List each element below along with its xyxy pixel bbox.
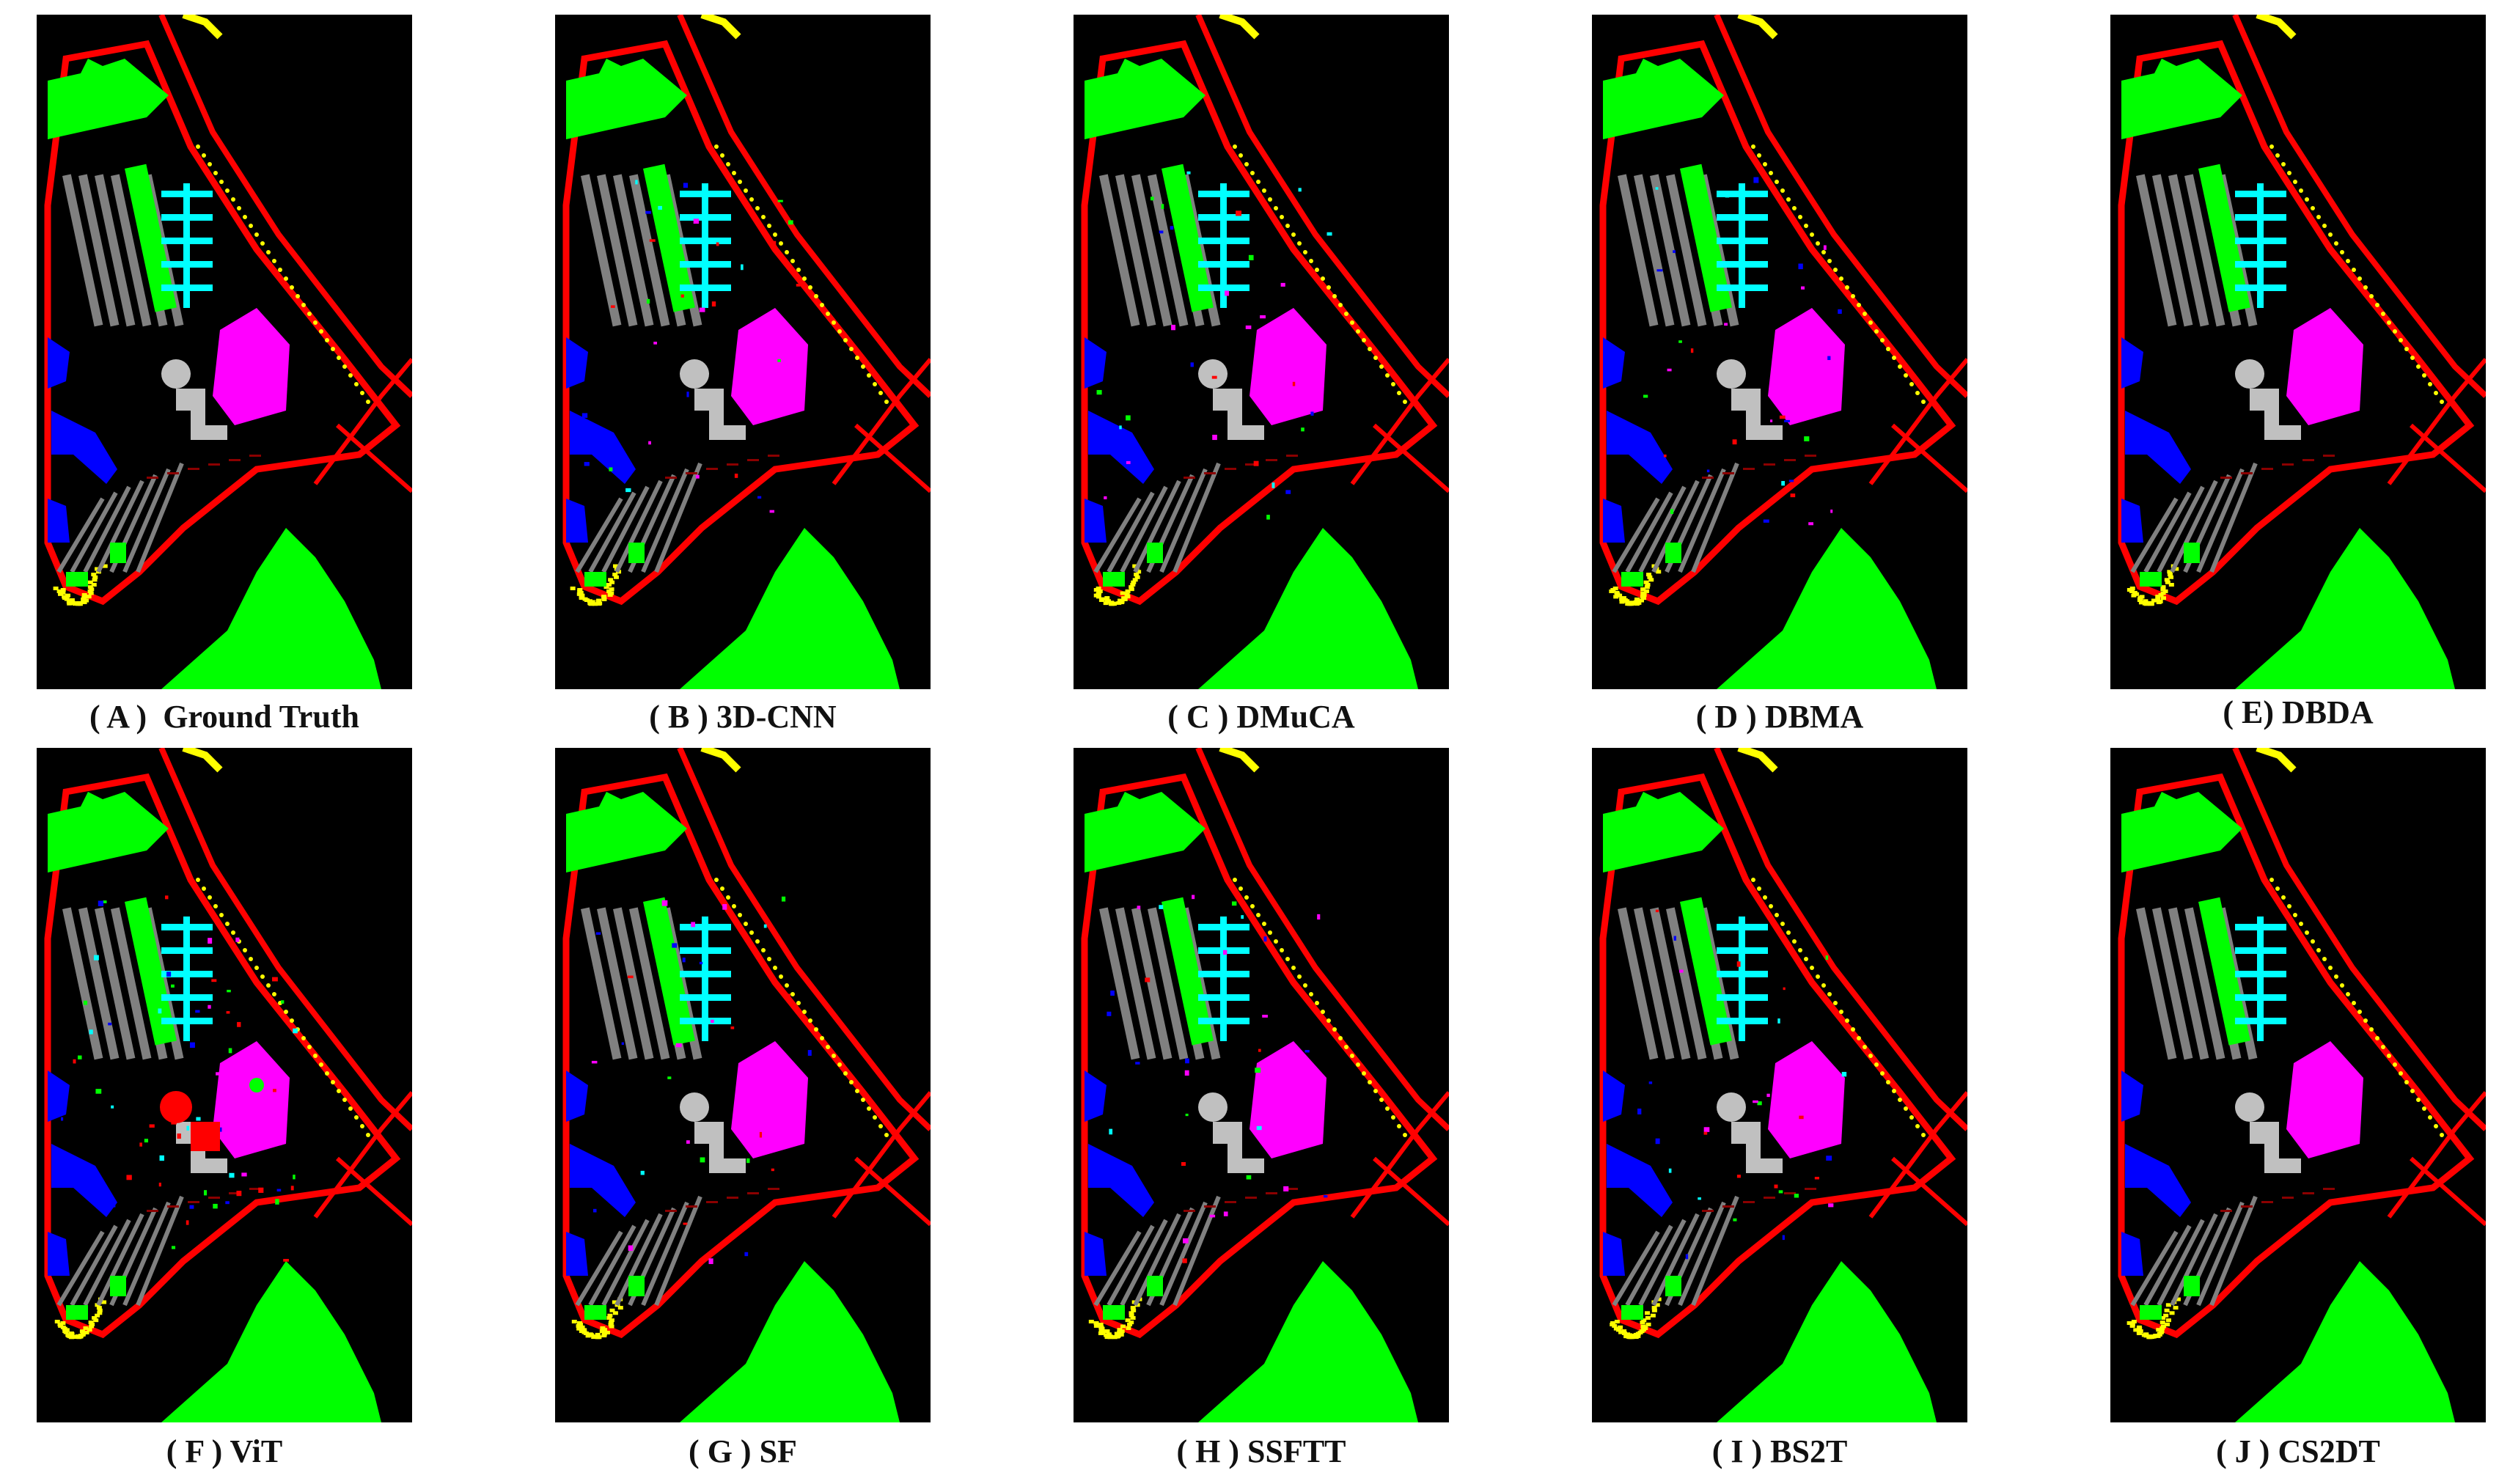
classification-map-b: [555, 15, 931, 689]
caption-d: ( D ) DBMA: [1695, 699, 1864, 735]
caption-j: ( J ) CS2DT: [2216, 1433, 2380, 1469]
classification-map-h: [1074, 748, 1449, 1422]
classification-map-j: [2110, 748, 2486, 1422]
classification-map-f: [37, 748, 412, 1422]
classification-map-i: [1592, 748, 1967, 1422]
classification-map-c: [1074, 15, 1449, 689]
classification-map-d: [1592, 15, 1967, 689]
classification-map-e: [2110, 15, 2486, 689]
caption-f: ( F ) ViT: [166, 1433, 283, 1469]
caption-g: ( G ) SF: [689, 1433, 797, 1469]
classification-map-g: [555, 748, 931, 1422]
classification-map-a: [37, 15, 412, 689]
caption-a: ( A ) Ground Truth: [89, 699, 359, 735]
caption-e: ( E) DBDA: [2223, 694, 2374, 730]
caption-c: ( C ) DMuCA: [1167, 699, 1355, 735]
caption-h: ( H ) SSFTT: [1176, 1433, 1346, 1469]
caption-b: ( B ) 3D-CNN: [649, 699, 837, 735]
caption-i: ( I ) BS2T: [1711, 1433, 1848, 1469]
